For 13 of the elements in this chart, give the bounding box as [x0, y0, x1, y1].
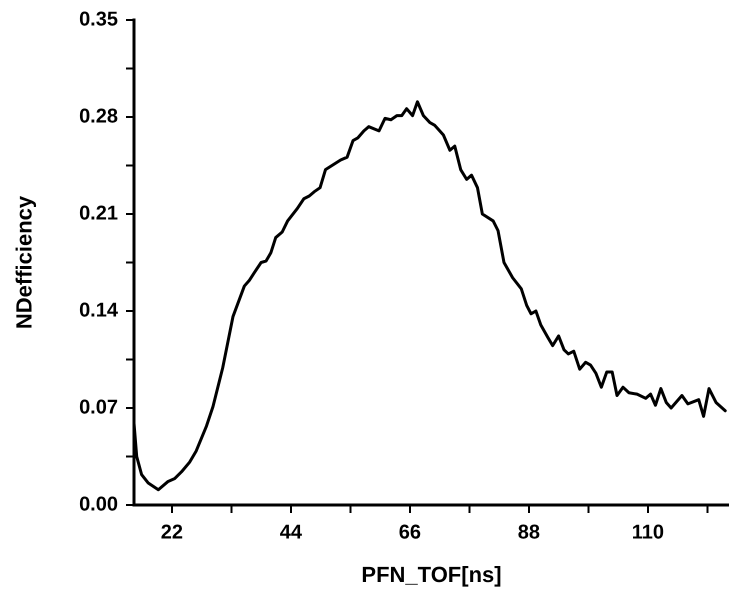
y-tick-label: 0.00: [79, 494, 118, 516]
y-axis-title: NDefficiency: [11, 195, 36, 330]
y-tick-label: 0.28: [79, 106, 118, 128]
x-tick-label: 22: [160, 522, 183, 544]
x-tick-label: 88: [518, 522, 540, 544]
y-tick-label: 0.07: [79, 396, 118, 419]
y-tick-label: 0.14: [79, 300, 119, 322]
y-tick-label: 0.21: [79, 202, 118, 225]
x-tick-label: 110: [632, 522, 664, 544]
x-tick-label: 44: [280, 522, 303, 544]
x-axis-title: PFN_TOF[ns]: [361, 562, 502, 587]
x-tick-label: 66: [398, 522, 421, 544]
y-tick-label: 0.35: [79, 8, 118, 31]
